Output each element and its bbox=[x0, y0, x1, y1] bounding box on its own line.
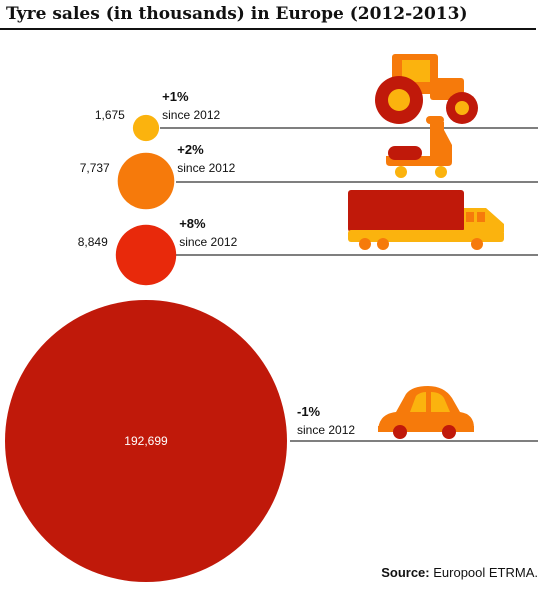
change-label: +2% bbox=[177, 142, 204, 157]
value-label: 8,849 bbox=[78, 235, 108, 249]
car-icon bbox=[378, 386, 474, 439]
change-suffix: since 2012 bbox=[297, 423, 355, 437]
change-suffix: since 2012 bbox=[177, 161, 235, 175]
tractor-icon bbox=[375, 54, 478, 124]
value-label: 1,675 bbox=[95, 108, 125, 122]
value-label: 7,737 bbox=[80, 161, 110, 175]
truck-icon bbox=[348, 190, 504, 250]
scooter-icon bbox=[386, 116, 452, 178]
bubble-truck bbox=[115, 224, 177, 286]
bubble-scooter bbox=[117, 152, 175, 210]
change-suffix: since 2012 bbox=[179, 235, 237, 249]
change-label: -1% bbox=[297, 404, 321, 419]
source-text: Europool ETRMA. bbox=[433, 565, 538, 580]
chart-title: Tyre sales (in thousands) in Europe (201… bbox=[6, 4, 468, 24]
bubble-car bbox=[5, 300, 287, 582]
bubble-tractor bbox=[132, 114, 160, 142]
change-label: +8% bbox=[179, 216, 206, 231]
title-divider bbox=[0, 28, 536, 30]
source-label: Source: bbox=[381, 565, 430, 580]
value-label: 192,699 bbox=[124, 434, 168, 448]
change-suffix: since 2012 bbox=[162, 108, 220, 122]
source-note: Source: Europool ETRMA. bbox=[381, 565, 538, 580]
change-label: +1% bbox=[162, 89, 189, 104]
